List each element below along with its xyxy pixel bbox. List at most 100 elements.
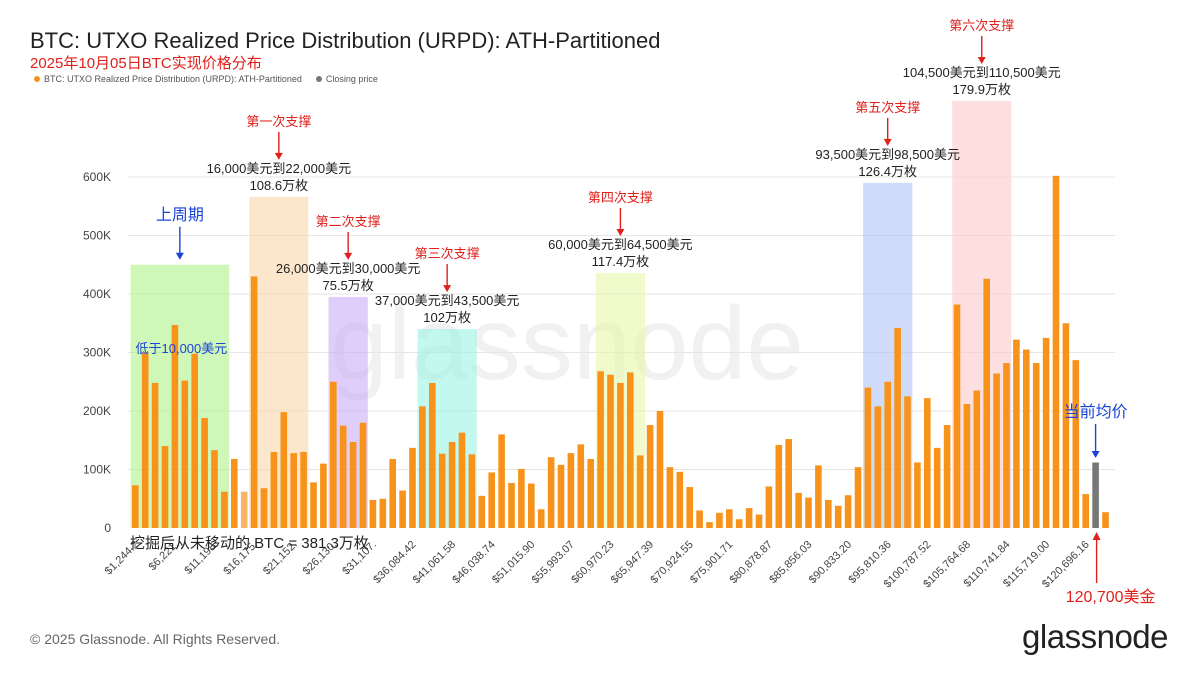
bar[interactable] <box>399 490 406 528</box>
bar[interactable] <box>656 411 664 528</box>
bar[interactable] <box>141 352 149 529</box>
closing-price-bar[interactable] <box>1092 462 1099 528</box>
bar[interactable] <box>557 464 565 528</box>
bar[interactable] <box>627 372 634 528</box>
bar[interactable] <box>1082 494 1089 528</box>
bar[interactable] <box>201 418 208 528</box>
bar[interactable] <box>231 458 238 528</box>
bar[interactable] <box>270 451 278 528</box>
bar[interactable] <box>240 491 248 528</box>
bar[interactable] <box>1052 175 1060 528</box>
bar[interactable] <box>696 510 703 528</box>
bar[interactable] <box>171 325 179 528</box>
bar[interactable] <box>478 495 486 528</box>
bar[interactable] <box>706 522 713 528</box>
bar[interactable] <box>1102 512 1109 528</box>
bar[interactable] <box>834 505 842 528</box>
bar[interactable] <box>429 382 436 528</box>
bar[interactable] <box>438 453 446 528</box>
bar[interactable] <box>260 488 268 528</box>
bar[interactable] <box>458 432 466 528</box>
bar[interactable] <box>963 403 971 528</box>
bar[interactable] <box>765 486 773 528</box>
bar[interactable] <box>607 374 614 528</box>
bar[interactable] <box>775 444 783 528</box>
bar[interactable] <box>844 495 852 528</box>
bar[interactable] <box>904 396 911 528</box>
bar[interactable] <box>933 447 941 528</box>
legend-item-closing[interactable]: Closing price <box>315 74 378 84</box>
bar[interactable] <box>191 353 198 528</box>
bar[interactable] <box>221 491 228 528</box>
bar[interactable] <box>508 482 515 528</box>
bar[interactable] <box>132 485 139 528</box>
bar[interactable] <box>369 499 377 528</box>
bar[interactable] <box>745 508 753 528</box>
bar[interactable] <box>320 463 327 528</box>
bar[interactable] <box>914 462 921 528</box>
bar[interactable] <box>528 483 535 528</box>
bar[interactable] <box>1032 363 1040 528</box>
bar[interactable] <box>1023 349 1030 528</box>
bar[interactable] <box>419 406 426 528</box>
bar[interactable] <box>488 472 495 528</box>
bar[interactable] <box>735 519 743 528</box>
bar[interactable] <box>785 439 792 528</box>
bar[interactable] <box>409 447 416 528</box>
bar[interactable] <box>379 498 387 528</box>
bar[interactable] <box>518 468 525 528</box>
bar[interactable] <box>597 371 604 528</box>
bar[interactable] <box>290 453 297 528</box>
bar[interactable] <box>1072 360 1080 528</box>
bar[interactable] <box>151 382 159 528</box>
bar[interactable] <box>666 467 674 528</box>
bar[interactable] <box>795 492 802 528</box>
bar[interactable] <box>161 446 169 528</box>
bar[interactable] <box>716 512 723 528</box>
bar[interactable] <box>577 444 585 528</box>
bar[interactable] <box>874 406 882 528</box>
bar[interactable] <box>339 425 347 528</box>
bar[interactable] <box>864 387 872 528</box>
bar[interactable] <box>646 425 654 528</box>
bar[interactable] <box>636 455 644 528</box>
bar[interactable] <box>300 451 307 528</box>
bar[interactable] <box>825 499 832 528</box>
bar[interactable] <box>924 398 931 528</box>
bar[interactable] <box>993 373 1000 528</box>
bar[interactable] <box>349 442 357 528</box>
bar[interactable] <box>1042 337 1050 528</box>
legend-item-urpd[interactable]: BTC: UTXO Realized Price Distribution (U… <box>34 74 302 84</box>
bar[interactable] <box>953 304 961 528</box>
bar[interactable] <box>537 509 545 528</box>
bar[interactable] <box>686 487 693 528</box>
bar[interactable] <box>854 467 862 528</box>
bar[interactable] <box>448 442 456 528</box>
bar[interactable] <box>726 509 733 528</box>
bar[interactable] <box>468 454 476 528</box>
bar[interactable] <box>330 381 337 528</box>
bar[interactable] <box>181 380 189 528</box>
bar[interactable] <box>894 327 901 528</box>
bar[interactable] <box>973 390 981 528</box>
bar[interactable] <box>805 497 812 528</box>
bar[interactable] <box>983 278 990 528</box>
bar[interactable] <box>884 381 891 528</box>
bar[interactable] <box>310 482 317 528</box>
bar[interactable] <box>498 434 505 528</box>
bar[interactable] <box>1062 323 1070 528</box>
bar[interactable] <box>1013 339 1020 528</box>
bar[interactable] <box>211 450 218 528</box>
bar[interactable] <box>1003 363 1010 528</box>
bar[interactable] <box>280 412 288 528</box>
bar[interactable] <box>389 458 396 528</box>
bar[interactable] <box>943 425 951 528</box>
bar[interactable] <box>676 471 684 528</box>
bar[interactable] <box>250 276 258 528</box>
bar[interactable] <box>755 514 763 528</box>
bar[interactable] <box>587 458 594 528</box>
bar[interactable] <box>547 457 555 528</box>
bar[interactable] <box>567 453 575 528</box>
bar[interactable] <box>359 422 367 528</box>
bar[interactable] <box>815 465 822 528</box>
